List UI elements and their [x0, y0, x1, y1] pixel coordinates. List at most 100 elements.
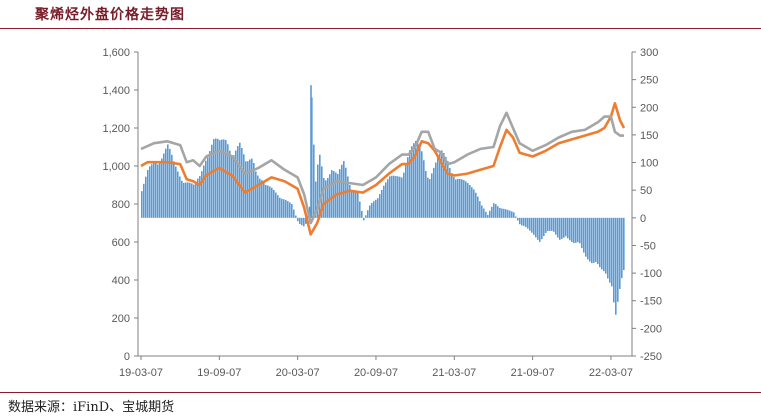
bar	[431, 173, 433, 218]
bar	[569, 217, 571, 241]
bar	[247, 161, 249, 218]
bar	[149, 166, 151, 218]
bar	[343, 161, 345, 218]
bar	[261, 180, 263, 218]
bar	[375, 199, 377, 218]
bar	[295, 215, 297, 218]
bar	[445, 156, 447, 218]
bar	[611, 217, 613, 287]
bar	[397, 176, 399, 218]
left-tick-label: 400	[112, 275, 130, 287]
bar	[577, 217, 579, 243]
bar	[523, 217, 525, 226]
bar	[487, 214, 489, 218]
bar	[519, 217, 521, 225]
bar	[435, 162, 437, 218]
bar	[377, 198, 379, 218]
bar	[403, 172, 405, 218]
bar	[479, 201, 481, 218]
bar	[283, 199, 285, 218]
bar	[507, 209, 509, 218]
bar	[465, 181, 467, 218]
bar	[367, 210, 369, 218]
bar	[539, 217, 541, 242]
bar	[181, 180, 183, 218]
bar	[489, 210, 491, 218]
left-tick-label: 200	[112, 313, 130, 325]
right-tick-label: 100	[640, 158, 658, 170]
bar	[505, 209, 507, 218]
bar	[587, 217, 589, 260]
bar	[481, 205, 483, 218]
left-tick-label: 800	[112, 199, 130, 211]
bar	[225, 140, 227, 218]
bar	[317, 164, 319, 218]
right-tick-label: -100	[640, 268, 662, 280]
bar	[621, 217, 623, 279]
bar	[221, 139, 223, 218]
x-tick-label: 20-09-07	[354, 367, 398, 379]
bar	[310, 85, 312, 218]
bar	[383, 185, 385, 218]
bar	[241, 148, 243, 218]
bar	[185, 182, 187, 218]
bar	[457, 178, 459, 218]
bar	[571, 217, 573, 242]
bar	[531, 217, 533, 233]
data-source-note: 数据来源：iFinD、宝城期货	[8, 400, 175, 415]
bar	[297, 217, 299, 222]
bar	[319, 154, 321, 218]
bar	[533, 217, 535, 235]
bar	[285, 200, 287, 218]
bar	[369, 205, 371, 218]
bar	[395, 176, 397, 218]
bar	[229, 150, 231, 218]
bar	[597, 217, 599, 265]
bar	[557, 217, 559, 238]
bar	[575, 217, 577, 243]
bar	[389, 176, 391, 218]
bar	[605, 217, 607, 274]
bar	[361, 210, 363, 218]
bar	[313, 144, 315, 218]
bar	[599, 217, 601, 268]
bar	[613, 217, 615, 303]
bar	[491, 206, 493, 218]
line-series	[140, 102, 626, 236]
left-tick-label: 600	[112, 237, 130, 249]
bar	[525, 217, 527, 228]
bar	[603, 217, 605, 272]
bar	[197, 178, 199, 218]
bar	[309, 206, 311, 218]
bar	[419, 147, 421, 218]
bar	[231, 156, 233, 218]
bar	[421, 151, 423, 218]
bar	[337, 173, 339, 218]
bar	[537, 217, 539, 240]
bar	[581, 217, 583, 249]
bar	[365, 215, 367, 218]
bar	[305, 217, 307, 224]
left-tick-label: 0	[124, 351, 130, 363]
bar	[495, 204, 497, 218]
bar	[193, 184, 195, 218]
bar	[177, 171, 179, 218]
bar	[253, 162, 255, 218]
bar	[547, 217, 549, 231]
bar	[591, 217, 593, 264]
bar	[515, 216, 517, 218]
bar	[439, 153, 441, 218]
bar	[235, 150, 237, 218]
bar	[471, 187, 473, 218]
bar	[187, 182, 189, 218]
bar	[279, 197, 281, 218]
bar	[245, 161, 247, 218]
right-tick-label: 200	[640, 102, 658, 114]
bar-series	[141, 85, 625, 315]
bar	[173, 161, 175, 218]
bar	[287, 201, 289, 218]
bar	[267, 185, 269, 218]
bar	[623, 217, 625, 271]
bar	[493, 203, 495, 218]
bar	[475, 192, 477, 218]
